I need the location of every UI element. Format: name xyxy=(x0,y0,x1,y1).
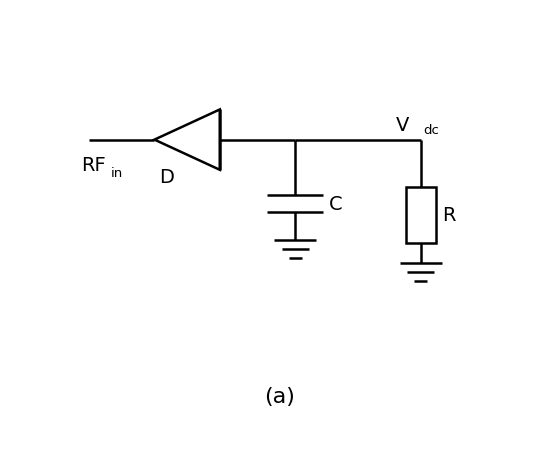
Text: in: in xyxy=(111,166,123,179)
Text: V: V xyxy=(395,115,409,134)
Text: (a): (a) xyxy=(264,386,296,406)
Text: dc: dc xyxy=(423,123,439,136)
Text: D: D xyxy=(160,168,174,187)
Text: RF: RF xyxy=(82,155,106,174)
Text: C: C xyxy=(329,195,342,214)
Bar xyxy=(405,188,436,243)
Text: R: R xyxy=(442,206,455,225)
